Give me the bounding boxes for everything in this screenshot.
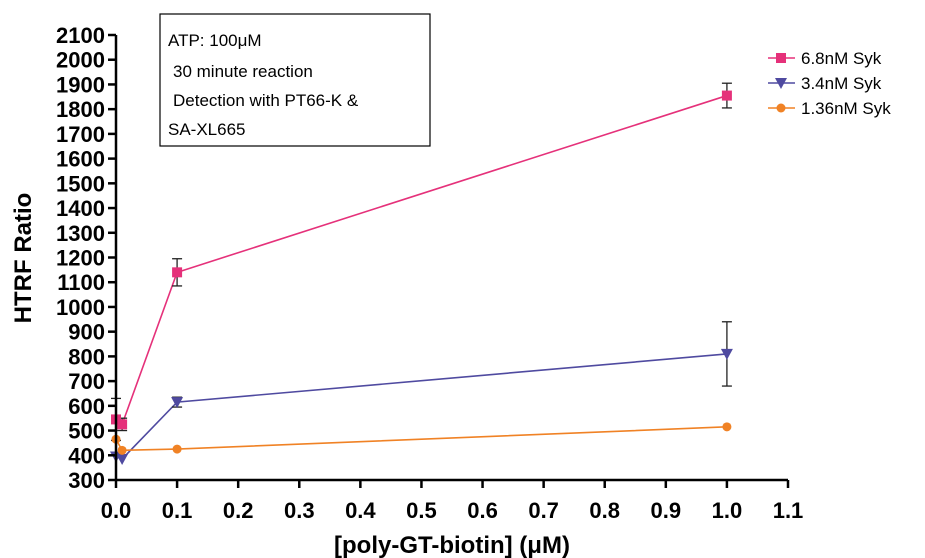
- y-tick-label: 1500: [56, 171, 105, 196]
- data-point-circle: [776, 103, 786, 113]
- legend-item: 3.4nM Syk: [768, 74, 882, 93]
- x-tick-label: 0.2: [223, 498, 254, 523]
- data-point-square: [117, 419, 128, 430]
- legend: 6.8nM Syk 3.4nM Syk 1.36nM Syk: [768, 49, 891, 118]
- y-tick-label: 1100: [57, 270, 105, 295]
- annotation-line: ATP: 100μM: [168, 31, 262, 50]
- x-tick-label: 0.0: [101, 498, 132, 523]
- x-tick-label: 0.4: [345, 498, 376, 523]
- data-point-circle: [172, 444, 182, 454]
- x-axis-title: [poly-GT-biotin] (μM): [334, 532, 570, 558]
- y-tick-label: 1900: [56, 72, 105, 97]
- y-tick-label: 900: [68, 320, 105, 345]
- data-point-square: [776, 53, 786, 63]
- legend-label: 3.4nM Syk: [801, 74, 882, 93]
- y-tick-label: 300: [68, 468, 105, 493]
- data-point-triangle: [116, 453, 129, 465]
- series-line: [115, 353, 727, 460]
- x-tick-label: 0.3: [284, 498, 315, 523]
- annotation-line: SA-XL665: [168, 120, 246, 139]
- annotation-border: [159, 13, 431, 147]
- legend-item: 6.8nM Syk: [768, 49, 882, 68]
- x-tick-label: 0.7: [528, 498, 559, 523]
- data-point-triangle: [720, 348, 733, 360]
- data-point-square: [172, 267, 183, 278]
- y-tick-label: 400: [68, 443, 105, 468]
- y-tick-label: 2000: [56, 48, 105, 73]
- annotation-line: Detection with PT66-K &: [173, 91, 359, 110]
- y-tick-label: 800: [68, 344, 105, 369]
- series-3: [111, 422, 732, 455]
- data-point-square: [721, 90, 732, 101]
- legend-label: 1.36nM Syk: [801, 99, 891, 118]
- legend-item: 1.36nM Syk: [768, 99, 891, 118]
- y-tick-label: 1700: [56, 122, 105, 147]
- plot-area: [110, 82, 733, 465]
- data-point-triangle: [775, 78, 787, 89]
- x-tick-label: 0.6: [467, 498, 498, 523]
- annotation-line: 30 minute reaction: [173, 62, 313, 81]
- y-tick-label: 500: [68, 419, 105, 444]
- series-2: [110, 321, 733, 465]
- y-tick-label: 1600: [56, 147, 105, 172]
- x-tick-label: 0.8: [589, 498, 620, 523]
- data-point-circle: [117, 445, 127, 455]
- x-tick-label: 0.9: [651, 498, 682, 523]
- x-tick-label: 0.5: [406, 498, 437, 523]
- y-tick-label: 1800: [56, 97, 105, 122]
- x-tick-label: 1.1: [773, 498, 804, 523]
- y-axis-ticks: 3004005006007008009001000110012001300140…: [56, 23, 116, 493]
- data-point-circle: [722, 422, 732, 432]
- x-tick-label: 1.0: [712, 498, 743, 523]
- y-tick-label: 1200: [56, 246, 105, 271]
- legend-label: 6.8nM Syk: [801, 49, 882, 68]
- y-tick-label: 700: [68, 369, 105, 394]
- y-tick-label: 1000: [56, 295, 105, 320]
- x-axis-ticks: 0.0 0.1 0.2 0.3 0.4 0.5 0.6 0.7 0.8 0.9 1.0 1.1: [101, 480, 804, 523]
- annotation-box: ATP: 100μM 30 minute reaction Detection …: [159, 13, 431, 147]
- series-line: [115, 426, 727, 452]
- x-tick-label: 0.1: [162, 498, 193, 523]
- y-tick-label: 1400: [56, 196, 105, 221]
- y-tick-label: 2100: [56, 23, 105, 48]
- y-tick-label: 600: [68, 394, 105, 419]
- y-tick-label: 1300: [56, 221, 105, 246]
- y-axis-title: HTRF Ratio: [10, 193, 37, 324]
- data-point-triangle: [171, 397, 184, 409]
